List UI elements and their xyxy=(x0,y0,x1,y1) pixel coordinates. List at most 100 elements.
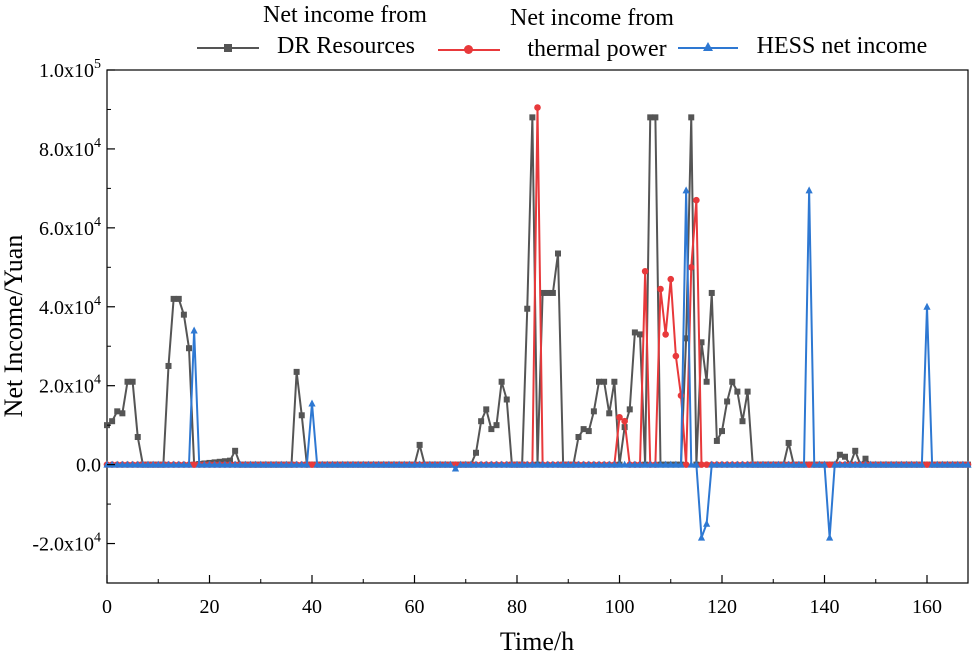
x-axis-label: Time/h xyxy=(500,627,574,656)
data-point xyxy=(539,289,546,296)
data-point xyxy=(611,378,618,385)
data-point xyxy=(482,460,490,468)
y-axis-label: Net Income/Yuan xyxy=(0,235,28,418)
y-tick-label: 6.0x104 xyxy=(39,215,101,240)
y-tick-label: 1.0x105 xyxy=(39,57,101,82)
x-tick-label: 100 xyxy=(605,596,635,618)
data-point xyxy=(441,460,449,468)
data-point xyxy=(175,460,183,468)
data-point xyxy=(478,418,485,425)
data-point xyxy=(298,460,306,468)
data-point xyxy=(154,460,162,468)
data-point xyxy=(657,285,664,293)
data-point xyxy=(667,460,675,468)
data-point xyxy=(518,460,526,468)
data-point xyxy=(559,460,567,468)
legend-label-hess: HESS net income xyxy=(756,33,928,59)
data-point xyxy=(733,460,741,468)
data-point xyxy=(303,460,311,468)
data-point xyxy=(693,196,700,204)
data-point xyxy=(646,460,654,468)
data-point xyxy=(124,378,131,385)
y-tick-label: 0.0 xyxy=(76,455,101,477)
data-point xyxy=(729,378,736,385)
data-point xyxy=(856,460,864,468)
data-point xyxy=(590,408,597,415)
chart-legend: Net income from DR Resources Net income … xyxy=(0,0,975,80)
data-point xyxy=(287,460,296,468)
data-point xyxy=(703,519,711,527)
data-point xyxy=(364,460,372,468)
data-point xyxy=(616,413,623,421)
data-point xyxy=(713,460,721,468)
data-point xyxy=(606,410,613,417)
data-point xyxy=(446,460,454,468)
data-point xyxy=(943,460,952,468)
data-point xyxy=(862,455,869,462)
data-point xyxy=(241,460,249,468)
data-point xyxy=(395,460,403,468)
data-point xyxy=(498,460,506,468)
data-point xyxy=(697,533,706,541)
data-point xyxy=(123,460,132,468)
data-point xyxy=(405,460,413,468)
data-point xyxy=(626,406,633,413)
data-point xyxy=(938,460,946,468)
data-point xyxy=(651,460,659,468)
data-point xyxy=(323,460,331,468)
legend-triangle-marker-icon xyxy=(703,42,713,51)
data-point xyxy=(764,460,772,468)
data-point xyxy=(688,114,695,121)
data-point xyxy=(226,460,234,468)
data-point xyxy=(964,460,972,468)
legend-circle-marker-icon xyxy=(464,45,473,54)
data-point xyxy=(308,461,316,468)
data-point xyxy=(134,433,141,440)
data-point xyxy=(180,460,188,468)
data-point xyxy=(410,460,419,468)
data-point xyxy=(246,460,255,468)
data-point xyxy=(472,460,480,468)
data-point xyxy=(165,362,172,369)
data-point xyxy=(708,460,716,468)
data-point xyxy=(923,302,931,310)
data-point xyxy=(421,460,429,468)
data-point xyxy=(232,447,239,454)
x-tick-label: 120 xyxy=(707,596,737,618)
data-point xyxy=(652,114,659,121)
data-point xyxy=(672,352,680,360)
data-point xyxy=(144,460,152,468)
series-3 xyxy=(103,186,972,541)
data-point xyxy=(846,460,854,468)
data-point xyxy=(852,447,859,454)
data-point xyxy=(861,460,870,468)
data-point xyxy=(334,460,342,468)
data-point xyxy=(298,412,305,419)
legend-entry-thermal: Net income from thermal power xyxy=(436,0,696,70)
x-tick-label: 0 xyxy=(102,596,112,618)
legend-label-dr-line2: DR Resources xyxy=(277,33,415,59)
data-point xyxy=(170,295,177,302)
data-point xyxy=(841,460,849,468)
data-point xyxy=(359,460,367,468)
data-point xyxy=(369,460,378,468)
data-point xyxy=(400,460,408,468)
data-point xyxy=(908,460,916,468)
data-point xyxy=(539,460,547,468)
data-point xyxy=(769,460,777,468)
data-point xyxy=(451,464,460,472)
data-point xyxy=(390,460,398,468)
data-point xyxy=(698,461,705,468)
data-point xyxy=(779,460,788,468)
data-point xyxy=(800,460,808,468)
data-point xyxy=(231,460,239,468)
y-tick-label: -2.0x104 xyxy=(32,531,101,556)
data-point xyxy=(170,460,178,468)
data-point xyxy=(744,460,752,468)
data-point xyxy=(785,439,792,446)
data-point xyxy=(749,460,757,468)
series-layer xyxy=(103,104,972,541)
data-point xyxy=(118,460,126,468)
data-point xyxy=(892,460,900,468)
legend-label-thermal-line1: Net income from xyxy=(510,5,674,31)
